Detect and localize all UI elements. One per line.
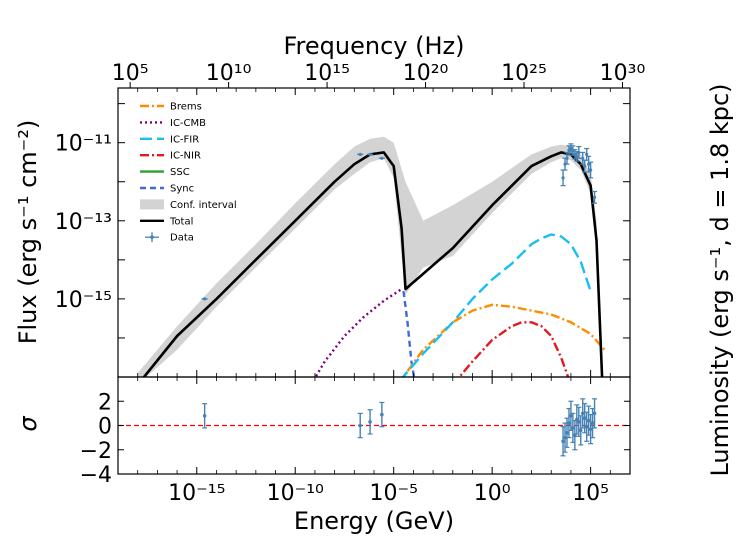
svg-text:Data: Data [170,233,194,244]
ic-fir-line [401,233,592,377]
y-tick-label: 10⁻¹³ [55,210,112,235]
sigma-tick-label: −2 [80,439,112,464]
data-point [201,297,208,301]
sync-line [402,290,416,377]
x-tick-label: 10⁰ [474,481,511,506]
top-tick-label: 10²⁰ [403,61,449,86]
svg-text:Sync: Sync [170,184,194,195]
svg-text:IC-CMB: IC-CMB [170,118,206,129]
residual-point [574,404,580,435]
data-point [367,152,374,156]
top-tick-label: 10¹⁰ [206,61,252,86]
data-point [357,152,364,156]
residual-point [357,412,363,439]
sigma-tick-label: 0 [98,415,112,440]
residual-point [592,398,598,429]
data-point [576,145,582,159]
residual-point [582,403,588,434]
legend-item-ssc: SSC [140,167,190,178]
data-point [580,151,586,165]
residual-point [564,417,570,448]
ic-nir-line [457,321,570,377]
svg-text:IC-FIR: IC-FIR [170,134,199,145]
residual-point [578,415,584,446]
svg-text:Brems: Brems [170,102,202,113]
conf-interval-band [137,136,603,377]
top-tick-label: 10⁵ [112,61,149,86]
ic-cmb-line [314,288,403,377]
right-axis-label: Luminosity (erg s⁻¹, d = 1.8 kpc) [706,83,734,476]
x-axis-label: Energy (GeV) [294,507,454,535]
svg-text:IC-NIR: IC-NIR [170,151,201,162]
y-tick-label: 10⁻¹¹ [55,132,112,157]
legend-item-sync: Sync [140,184,194,195]
data-point [592,190,598,204]
main-axes-frame [117,87,631,378]
legend-item-total: Total [140,216,193,227]
sigma-tick-label: −4 [80,463,112,488]
top-tick-label: 10³⁰ [600,61,646,86]
legend-item-ic-cmb: IC-CMB [140,118,206,129]
residual-point [367,409,373,435]
residual-plot-area [118,398,630,457]
sigma-axis-label: σ [14,416,42,432]
legend-item-conf--interval: Conf. interval [140,199,237,211]
legend-item-ic-nir: IC-NIR [140,151,201,162]
data-point [378,156,385,160]
brems-line [401,303,606,377]
axes-ticks: 10⁻¹⁵ 10⁻¹⁰ 10⁻⁵ 10⁰ 10⁵ 10⁵ 10¹⁰ 10¹⁵ 10²⁰ 10²⁵ 1… [55,61,646,506]
data-point [560,169,566,187]
main-plot-area [137,136,606,377]
x-tick-label: 10⁻¹⁰ [267,481,324,506]
top-axis-label: Frequency (Hz) [284,32,465,60]
sigma-tick-label: 2 [98,390,112,415]
total-line [142,151,604,377]
legend-item-ic-fir: IC-FIR [140,134,199,145]
top-tick-label: 10²⁵ [501,61,547,86]
x-tick-label: 10⁵ [572,481,609,506]
legend: Brems IC-CMB IC-FIR IC-NIR SSC Sync Conf. inte… [140,102,237,244]
x-tick-label: 10⁻¹⁵ [168,481,225,506]
y-tick-label: 10⁻¹⁵ [55,288,112,313]
svg-text:SSC: SSC [170,167,190,178]
x-tick-label: 10⁻⁵ [369,481,417,506]
legend-item-brems: Brems [140,102,202,113]
data-point [588,161,594,179]
residual-point [568,400,574,431]
top-tick-label: 10¹⁵ [304,61,350,86]
svg-text:Total: Total [169,216,193,227]
svg-text:Conf. interval: Conf. interval [170,200,237,211]
legend-item-data: Data [145,232,194,244]
residual-point [379,401,385,428]
y-axis-label: Flux (erg s⁻¹ cm⁻²) [14,120,42,345]
residual-point [202,403,208,429]
